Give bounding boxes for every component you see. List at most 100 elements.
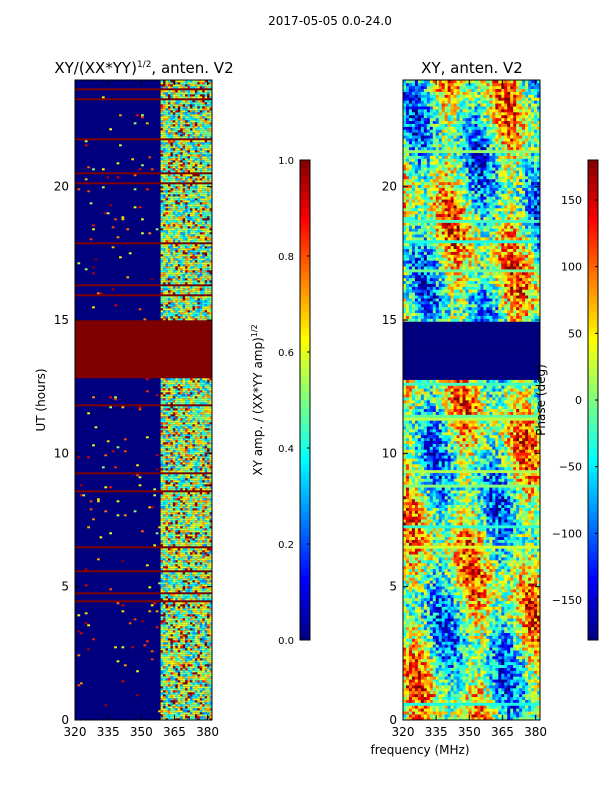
- heat-cell: [168, 478, 171, 480]
- heat-cell: [168, 612, 171, 614]
- heat-cell: [197, 588, 200, 590]
- heat-cell: [175, 630, 178, 632]
- heat-cell: [183, 512, 186, 514]
- heat-cell: [202, 382, 205, 384]
- heat-cell: [195, 312, 198, 314]
- heat-cell: [163, 700, 166, 702]
- heat-cell: [168, 586, 171, 588]
- heat-cell: [197, 680, 200, 682]
- heat-cell: [161, 400, 164, 402]
- heat-cell: [180, 516, 183, 518]
- heat-cell: [178, 558, 181, 560]
- heat-cell: [207, 288, 210, 290]
- heat-cell: [183, 562, 186, 564]
- heat-cell: [192, 666, 195, 668]
- heat-cell: [170, 560, 173, 562]
- heat-cell: [207, 652, 210, 654]
- heat-cell: [185, 682, 188, 684]
- heat-cell: [87, 412, 90, 414]
- heat-cell: [161, 512, 164, 514]
- heat-cell: [183, 638, 186, 640]
- heat-cell: [192, 240, 195, 242]
- heat-cell: [180, 708, 183, 710]
- heat-cell: [192, 254, 195, 256]
- heat-cell: [170, 466, 173, 468]
- heat-cell: [188, 268, 191, 270]
- heat-cell: [161, 502, 164, 504]
- heat-cell: [197, 424, 200, 426]
- heat-cell: [161, 318, 164, 320]
- heat-cell: [92, 228, 95, 230]
- heat-cell: [170, 214, 173, 216]
- heat-cell: [173, 406, 176, 408]
- heat-cell: [173, 462, 176, 464]
- heat-cell: [166, 206, 169, 208]
- heat-cell: [178, 214, 181, 216]
- heat-cell: [190, 564, 193, 566]
- heat-cell: [175, 214, 178, 216]
- heat-cell: [163, 604, 166, 606]
- heat-cell: [166, 694, 169, 696]
- heat-cell: [190, 204, 193, 206]
- heat-cell: [200, 494, 203, 496]
- heat-cell: [178, 474, 181, 476]
- heat-cell: [175, 542, 178, 544]
- heat-cell: [205, 208, 208, 210]
- heat-cell: [197, 670, 200, 672]
- heat-cell: [168, 386, 171, 388]
- heat-cell: [166, 390, 169, 392]
- heat-cell: [202, 534, 205, 536]
- heat-cell: [166, 232, 169, 234]
- heat-cell: [205, 460, 208, 462]
- heat-cell: [173, 682, 176, 684]
- heat-cell: [180, 264, 183, 266]
- heat-cell: [190, 260, 193, 262]
- heat-cell: [173, 526, 176, 528]
- heat-cell: [197, 384, 200, 386]
- heat-cell: [192, 270, 195, 272]
- heat-cell: [180, 486, 183, 488]
- heat-cell: [202, 672, 205, 674]
- heat-cell: [192, 654, 195, 656]
- heat-cell: [170, 454, 173, 456]
- heat-cell: [192, 518, 195, 520]
- heat-cell: [190, 704, 193, 706]
- heat-cell: [195, 614, 198, 616]
- heat-cell: [195, 480, 198, 482]
- heat-cell: [207, 312, 210, 314]
- heat-cell: [207, 562, 210, 564]
- heat-cell: [190, 644, 193, 646]
- heat-cell: [190, 480, 193, 482]
- heat-cell: [205, 662, 208, 664]
- heat-cell: [195, 430, 198, 432]
- heat-cell: [207, 224, 210, 226]
- heat-cell: [168, 204, 171, 206]
- heat-cell: [161, 308, 164, 310]
- heat-cell: [185, 560, 188, 562]
- heat-cell: [190, 590, 193, 592]
- heat-cell: [200, 438, 203, 440]
- heat-cell: [202, 396, 205, 398]
- heat-cell: [192, 502, 195, 504]
- heat-cell: [197, 446, 200, 448]
- heat-cell: [170, 602, 173, 604]
- heat-cell: [205, 678, 208, 680]
- heat-cell: [183, 390, 186, 392]
- heat-cell: [185, 710, 188, 712]
- heat-cell: [175, 540, 178, 542]
- heat-cell: [185, 616, 188, 618]
- heat-cell: [202, 596, 205, 598]
- heat-cell: [175, 554, 178, 556]
- heat-cell: [188, 560, 191, 562]
- heat-cell: [163, 230, 166, 232]
- heat-cell: [188, 678, 191, 680]
- heat-cell: [195, 660, 198, 662]
- heat-cell: [175, 522, 178, 524]
- heat-cell: [192, 542, 195, 544]
- heat-cell: [180, 530, 183, 532]
- heat-cell: [178, 382, 181, 384]
- heat-cell: [200, 588, 203, 590]
- heat-cell: [190, 608, 193, 610]
- heat-cell: [161, 622, 164, 624]
- heat-cell: [173, 560, 176, 562]
